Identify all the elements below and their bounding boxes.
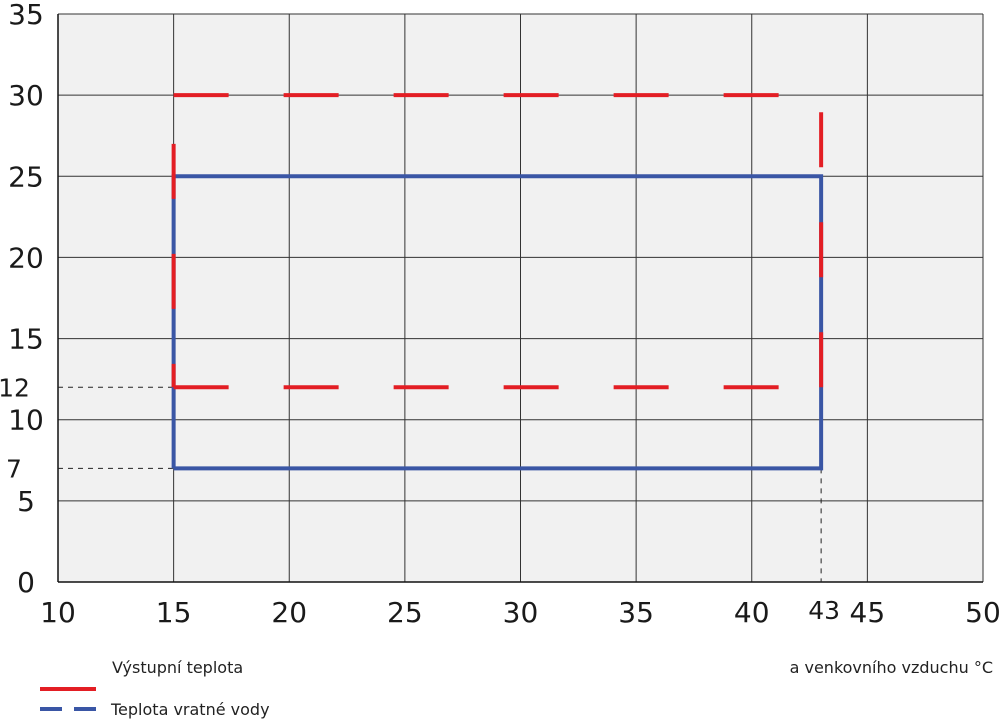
x-tick-40: 40: [734, 596, 770, 629]
x-tick-30: 30: [503, 596, 539, 629]
x-tick-25: 25: [387, 596, 423, 629]
reference-lines: [58, 386, 822, 582]
y-tick-0: 0: [17, 566, 35, 599]
y-tick-20: 20: [8, 241, 44, 274]
x-tick-43: 43: [808, 596, 840, 625]
series-layer: [171, 93, 824, 471]
y-tick-5: 5: [17, 485, 35, 518]
y-tick-7: 7: [6, 454, 22, 483]
legend-item-return: Teplota vratné vody: [40, 700, 270, 719]
y-tick-10: 10: [8, 404, 44, 437]
x-tick-15: 15: [156, 596, 192, 629]
x-tick-10: 10: [40, 596, 76, 629]
x-tick-50: 50: [965, 596, 1001, 629]
legend: Výstupní teplota Teplota vratné vody: [40, 658, 270, 719]
x-axis-label: a venkovního vzduchu °C: [790, 658, 993, 677]
y-tick-25: 25: [8, 160, 44, 193]
y-tick-35: 35: [8, 0, 44, 31]
x-tick-45: 45: [850, 596, 886, 629]
x-tick-35: 35: [618, 596, 654, 629]
y-tick-15: 15: [8, 323, 44, 356]
legend-label-return: Teplota vratné vody: [110, 700, 270, 719]
tick-labels: 10 15 20 25 30 35 40 45 50 0 5 10 15 20 25 30 35 43 7 12: [0, 0, 1001, 629]
legend-label-outlet: Výstupní teplota: [112, 658, 243, 677]
y-tick-30: 30: [8, 79, 44, 112]
x-tick-20: 20: [271, 596, 307, 629]
y-tick-12: 12: [0, 373, 30, 402]
legend-item-outlet: Výstupní teplota: [40, 658, 243, 691]
